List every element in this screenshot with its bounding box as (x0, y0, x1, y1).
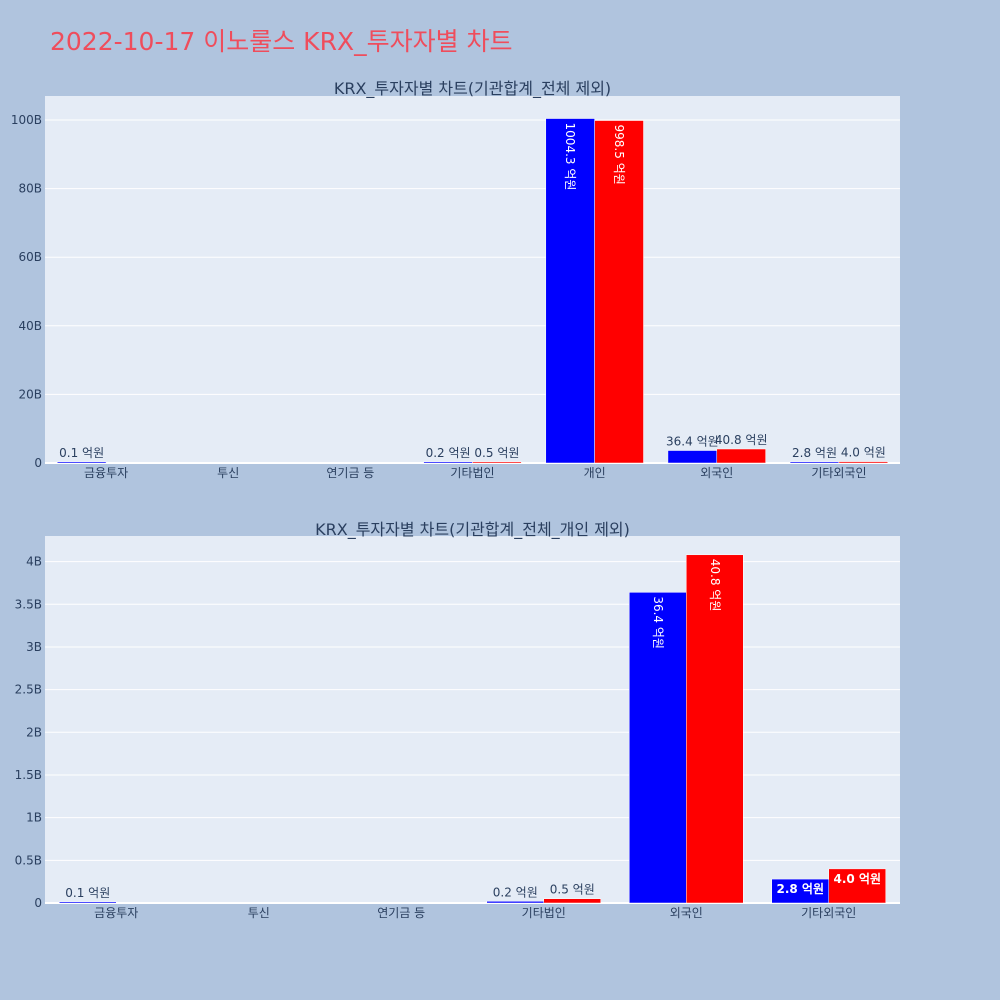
y-tick-label: 3.5B (15, 597, 42, 611)
data-label: 0.1 억원 (65, 886, 110, 900)
data-label: 0.2 억원 (493, 885, 538, 899)
chart-title: KRX_투자자별 차트(기관합계_전체 제외) (334, 79, 611, 99)
bar-series-2 (594, 120, 644, 464)
bar-series-2 (838, 461, 889, 464)
bar-series-1 (423, 461, 473, 464)
bar-series-1 (667, 450, 718, 464)
bar-series-2 (472, 461, 522, 464)
x-tick-label: 투신 (248, 906, 270, 920)
y-tick-label: 100B (11, 113, 42, 127)
y-tick-label: 2B (26, 725, 42, 739)
bar-series-1 (59, 901, 117, 904)
bar-series-2 (686, 554, 744, 904)
x-tick-label: 기타외국인 (801, 906, 856, 920)
chart-title: KRX_투자자별 차트(기관합계_전체_개인 제외) (315, 520, 630, 540)
y-tick-label: 80B (18, 182, 42, 196)
data-label: 0.5 억원 (550, 883, 595, 897)
data-label: 36.4 억원 (666, 435, 719, 449)
x-tick-label: 개인 (584, 466, 606, 480)
x-tick-label: 연기금 등 (377, 906, 425, 920)
x-tick-label: 외국인 (700, 466, 733, 480)
x-tick-label: 기타외국인 (811, 466, 866, 480)
plot-area (45, 96, 900, 463)
data-label: 0.5 억원 (474, 446, 519, 460)
y-tick-label: 60B (18, 250, 42, 264)
bar-series-2 (828, 868, 886, 904)
chart-2: 0 0.5B 1B 1.5B 2B 2.5B 3B 3.5B 4B KRX_투자자별 차트(기관합… (15, 520, 900, 920)
y-tick-label: 2.5B (15, 683, 42, 697)
y-tick-label: 3B (26, 640, 42, 654)
data-label: 0.1 억원 (59, 446, 104, 460)
x-tick-label: 기타법인 (522, 906, 566, 920)
bar-series-1 (486, 901, 544, 904)
bar-series-2 (543, 898, 601, 904)
data-label: 2.8 억원 (792, 446, 837, 460)
chart-1: 0 20B 40B 60B 80B 100B KRX_투자자별 차트(기관합계_전체 제외)… (11, 79, 900, 480)
data-label: 40.8 억원 (708, 559, 722, 612)
y-tick-label: 0 (34, 456, 42, 470)
x-tick-label: 투신 (217, 466, 239, 480)
y-tick-label: 0.5B (15, 853, 42, 867)
y-tick-label: 1B (26, 811, 42, 825)
bar-series-1 (789, 461, 840, 464)
bar-series-1 (629, 592, 687, 904)
y-tick-label: 40B (18, 319, 42, 333)
data-label: 40.8 억원 (715, 433, 768, 447)
plot-area (45, 536, 900, 903)
x-tick-label: 외국인 (670, 906, 703, 920)
y-tick-label: 1.5B (15, 768, 42, 782)
x-tick-label: 금융투자 (84, 466, 128, 480)
y-tick-label: 4B (26, 555, 42, 569)
y-tick-label: 0 (34, 896, 42, 910)
page-title: 2022-10-17 이노룰스 KRX_투자자별 차트 (50, 27, 513, 56)
data-label: 2.8 억원 (776, 882, 824, 896)
x-tick-label: 금융투자 (94, 906, 138, 920)
bar-series-1 (56, 461, 107, 464)
data-label: 4.0 억원 (841, 446, 886, 460)
data-label: 0.2 억원 (426, 446, 471, 460)
x-tick-label: 기타법인 (450, 466, 494, 480)
bar-series-2 (716, 448, 766, 464)
data-label: 4.0 억원 (833, 872, 881, 886)
data-label: 36.4 억원 (651, 596, 665, 649)
data-label: 998.5 억원 (612, 125, 626, 185)
y-tick-label: 20B (18, 387, 42, 401)
data-label: 1004.3 억원 (563, 123, 577, 191)
x-tick-label: 연기금 등 (326, 466, 374, 480)
